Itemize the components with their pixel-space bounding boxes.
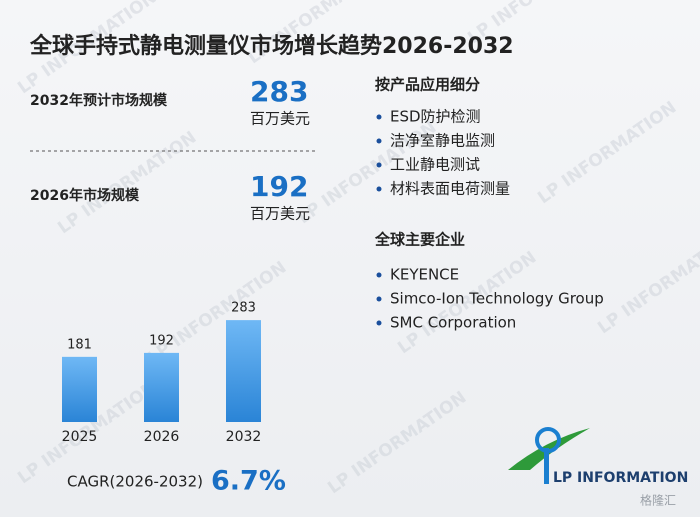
- section-title: 全球主要企业: [374, 231, 465, 249]
- bullet: [376, 186, 382, 192]
- company-list: KEYENCE Simco-Ion Technology Group SMC Cor…: [376, 266, 604, 332]
- logo-stem: [544, 448, 549, 484]
- list-item: ESD防护检测: [390, 108, 481, 126]
- list-item: Simco-Ion Technology Group: [390, 290, 604, 308]
- bullet: [376, 162, 382, 168]
- stat-label: 2026年市场规模: [30, 187, 140, 204]
- logo-text: LP INFORMATION: [553, 470, 688, 486]
- x-tick-label: 2025: [62, 429, 98, 445]
- x-tick-label: 2026: [144, 429, 180, 445]
- cagr-value: 6.7%: [211, 466, 286, 497]
- stat-value: 192: [250, 170, 308, 203]
- bar: [144, 352, 179, 422]
- list-item: SMC Corporation: [390, 314, 516, 332]
- cagr-label: CAGR(2026-2032): [67, 473, 203, 491]
- bullet: [376, 296, 382, 302]
- list-item: 洁净室静电监测: [390, 132, 495, 150]
- stat-value: 283: [250, 75, 308, 108]
- title: 全球手持式静电测量仪市场增长趋势2026-2032: [29, 33, 514, 59]
- bullet: [376, 114, 382, 120]
- value-label: 181: [67, 337, 92, 352]
- bar-chart: 181 2025 192 2026 283 2032: [62, 301, 262, 445]
- list-item: 工业静电测试: [390, 156, 480, 174]
- x-tick-label: 2032: [226, 429, 262, 445]
- list-item: KEYENCE: [390, 266, 459, 284]
- stat-label: 2032年预计市场规模: [30, 92, 168, 109]
- stat-unit: 百万美元: [250, 110, 310, 128]
- bullet: [376, 272, 382, 278]
- value-label: 283: [231, 301, 256, 316]
- logo: LP INFORMATION: [508, 427, 688, 486]
- bullet: [376, 138, 382, 144]
- watermark: 格隆汇: [640, 493, 676, 508]
- list-item: 材料表面电荷测量: [390, 180, 510, 198]
- section-title: 按产品应用细分: [375, 76, 480, 94]
- bullet: [376, 320, 382, 326]
- value-label: 192: [149, 333, 174, 348]
- bar: [226, 320, 261, 422]
- bar: [62, 356, 97, 422]
- stat-unit: 百万美元: [250, 205, 310, 223]
